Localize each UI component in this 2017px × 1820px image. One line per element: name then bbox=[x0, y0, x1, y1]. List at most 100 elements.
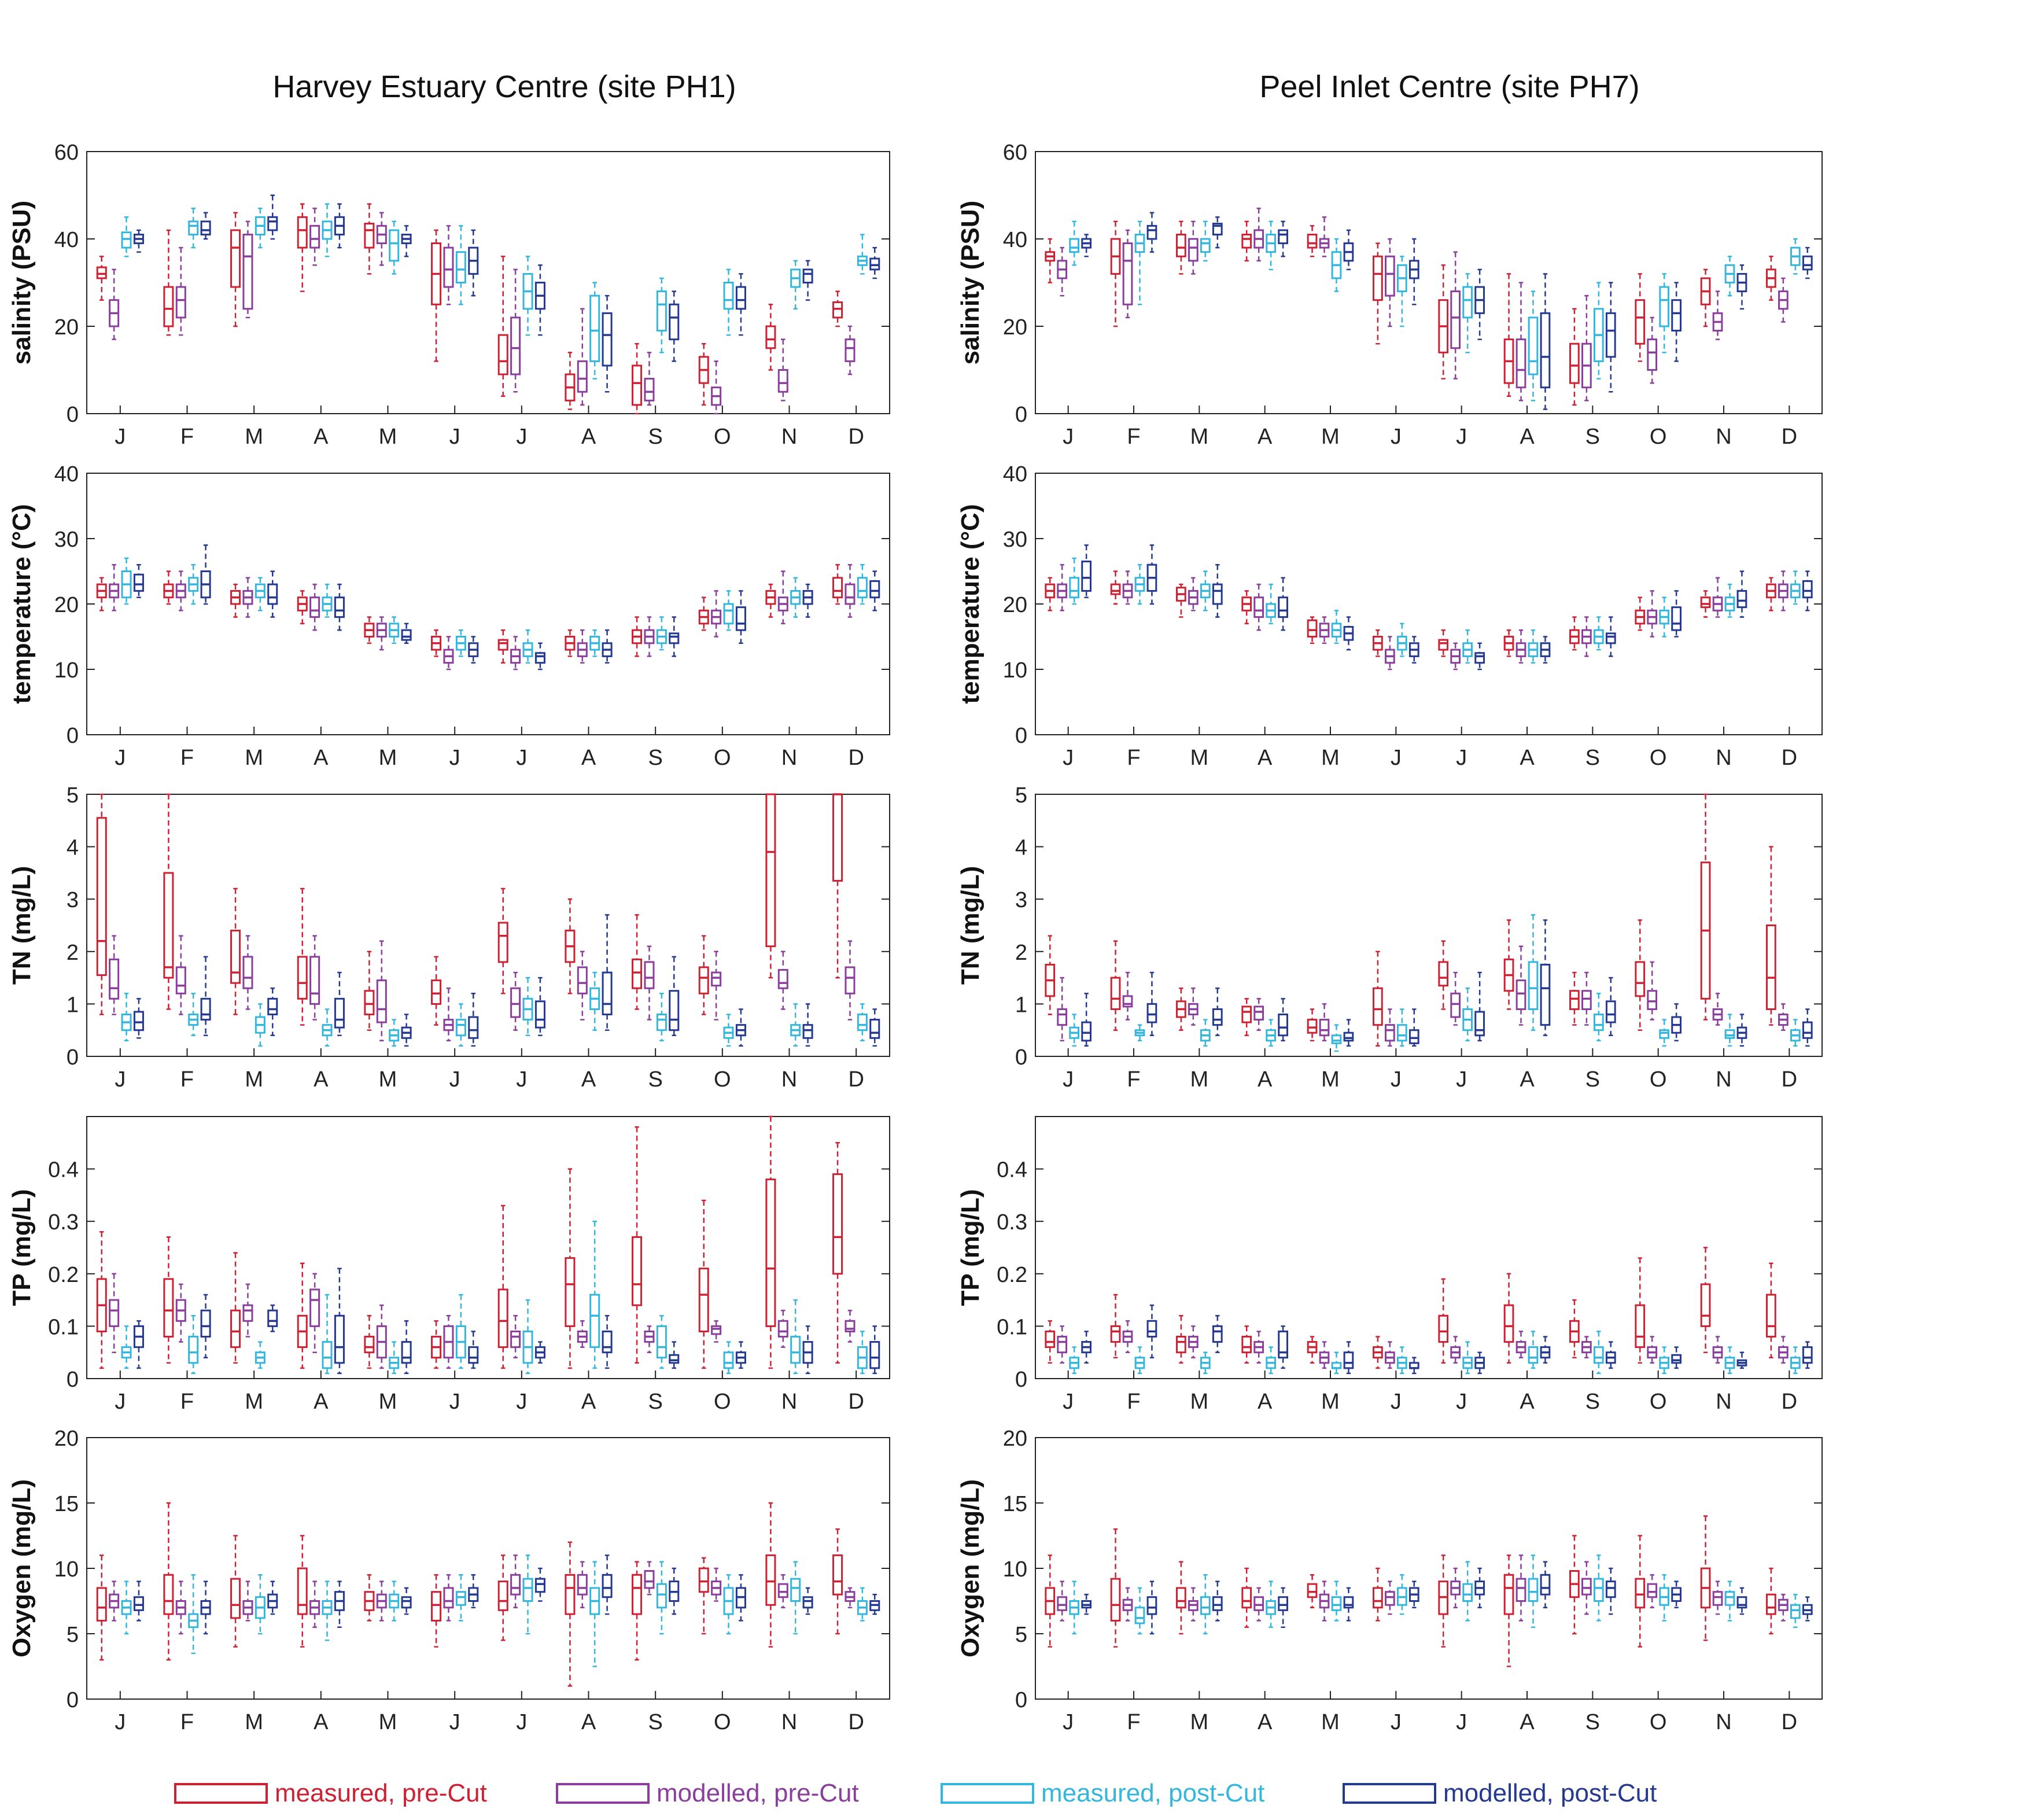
x-tick-label: M bbox=[1190, 1710, 1209, 1734]
x-tick-label: J bbox=[115, 1390, 126, 1414]
box-3-11 bbox=[1802, 246, 1813, 279]
box-1-9 bbox=[711, 360, 722, 415]
y-tick-label: 0.3 bbox=[48, 1210, 79, 1235]
box-2-10 bbox=[790, 1299, 801, 1375]
box-2-0 bbox=[121, 216, 132, 257]
box-0-3 bbox=[1241, 1325, 1252, 1364]
box-1-8 bbox=[644, 945, 655, 1020]
box-iqr bbox=[1438, 639, 1449, 651]
x-tick-label: S bbox=[1585, 1390, 1600, 1414]
box-3-1 bbox=[1146, 1304, 1157, 1359]
box-iqr bbox=[242, 1304, 253, 1322]
box-iqr bbox=[497, 922, 508, 963]
box-0-0 bbox=[96, 1231, 107, 1369]
box-iqr bbox=[267, 583, 278, 605]
box-0-9 bbox=[698, 1557, 709, 1635]
box-1-2 bbox=[242, 935, 253, 1010]
axes-frame bbox=[86, 794, 890, 1057]
box-0-1 bbox=[163, 1236, 174, 1364]
x-tick-label: M bbox=[1321, 1710, 1340, 1734]
x-tick-label: F bbox=[180, 746, 194, 770]
x-tick-label: A bbox=[581, 1710, 596, 1734]
box-iqr bbox=[1200, 238, 1211, 253]
box-2-2 bbox=[255, 577, 266, 611]
box-1-8 bbox=[1581, 971, 1592, 1026]
box-0-3 bbox=[297, 1535, 308, 1648]
box-iqr bbox=[632, 1236, 643, 1306]
x-tick-label: M bbox=[379, 1710, 397, 1734]
box-0-10 bbox=[765, 583, 776, 618]
box-3-9 bbox=[735, 273, 746, 336]
box-2-9 bbox=[1659, 1346, 1670, 1375]
y-tick-label: 10 bbox=[54, 658, 79, 683]
x-tick-label: J bbox=[1456, 746, 1467, 770]
box-iqr bbox=[1146, 1320, 1157, 1338]
box-iqr bbox=[1212, 223, 1223, 235]
box-3-2 bbox=[1212, 216, 1223, 249]
box-2-5 bbox=[455, 225, 466, 305]
box-iqr bbox=[656, 290, 667, 332]
box-2-6 bbox=[522, 1299, 533, 1375]
box-2-4 bbox=[389, 220, 400, 275]
box-3-2 bbox=[267, 1580, 278, 1615]
box-2-10 bbox=[790, 1003, 801, 1047]
box-0-8 bbox=[1569, 971, 1580, 1026]
y-tick-label: 5 bbox=[1015, 1623, 1027, 1647]
box-iqr bbox=[297, 216, 308, 249]
x-tick-label: J bbox=[1063, 1390, 1074, 1414]
box-iqr bbox=[242, 233, 253, 310]
box-0-8 bbox=[1569, 1299, 1580, 1359]
box-iqr bbox=[1343, 1596, 1354, 1609]
box-3-11 bbox=[869, 1593, 880, 1615]
axes-frame bbox=[86, 151, 890, 414]
box-iqr bbox=[1110, 1325, 1121, 1343]
box-1-1 bbox=[175, 246, 186, 336]
box-iqr bbox=[267, 1309, 278, 1327]
box-1-8 bbox=[644, 1561, 655, 1596]
box-iqr bbox=[1474, 1011, 1485, 1037]
box-1-9 bbox=[1647, 316, 1658, 384]
box-0-2 bbox=[230, 1252, 241, 1364]
box-iqr bbox=[121, 231, 132, 249]
x-tick-label: A bbox=[1520, 1710, 1535, 1734]
box-iqr bbox=[857, 577, 868, 599]
box-iqr bbox=[698, 1567, 709, 1593]
box-iqr bbox=[1569, 990, 1580, 1010]
box-iqr bbox=[133, 1596, 144, 1611]
box-3-5 bbox=[1408, 1580, 1419, 1609]
box-iqr bbox=[1647, 338, 1658, 371]
box-iqr bbox=[1057, 1008, 1068, 1026]
x-tick-label: D bbox=[1782, 1067, 1797, 1092]
x-tick-label: A bbox=[581, 1067, 596, 1092]
box-iqr bbox=[1343, 1031, 1354, 1042]
box-3-5 bbox=[468, 229, 479, 297]
box-0-7 bbox=[1503, 1554, 1514, 1667]
x-tick-label: D bbox=[848, 1390, 864, 1414]
box-0-0 bbox=[1045, 577, 1056, 611]
box-iqr bbox=[297, 1567, 308, 1615]
box-3-3 bbox=[334, 1268, 345, 1375]
box-3-7 bbox=[602, 1315, 613, 1369]
box-iqr bbox=[309, 596, 320, 618]
box-iqr bbox=[497, 1580, 508, 1611]
x-tick-label: A bbox=[1520, 425, 1535, 449]
box-iqr bbox=[832, 793, 843, 882]
box-3-10 bbox=[1736, 570, 1747, 618]
box-1-7 bbox=[1515, 1554, 1526, 1622]
box-iqr bbox=[188, 1336, 199, 1364]
box-1-9 bbox=[1647, 961, 1658, 1020]
box-1-0 bbox=[109, 268, 120, 340]
box-0-2 bbox=[1176, 987, 1186, 1031]
box-iqr bbox=[1671, 299, 1682, 332]
box-1-8 bbox=[1581, 294, 1592, 401]
box-1-0 bbox=[1057, 1325, 1068, 1364]
box-1-10 bbox=[1712, 290, 1723, 340]
box-2-8 bbox=[1593, 616, 1604, 651]
box-1-10 bbox=[777, 1574, 788, 1609]
box-iqr bbox=[644, 961, 655, 989]
x-tick-label: S bbox=[1585, 1710, 1600, 1734]
panel-peel-tp: 0 0.1 0.2 0.3 0.4 TP (mg/L) J F M A M J J A S O N D bbox=[956, 1116, 1823, 1414]
y-tick-label: 5 bbox=[67, 783, 79, 808]
y-tick-label: 0.1 bbox=[48, 1315, 79, 1339]
box-2-11 bbox=[1790, 570, 1801, 605]
